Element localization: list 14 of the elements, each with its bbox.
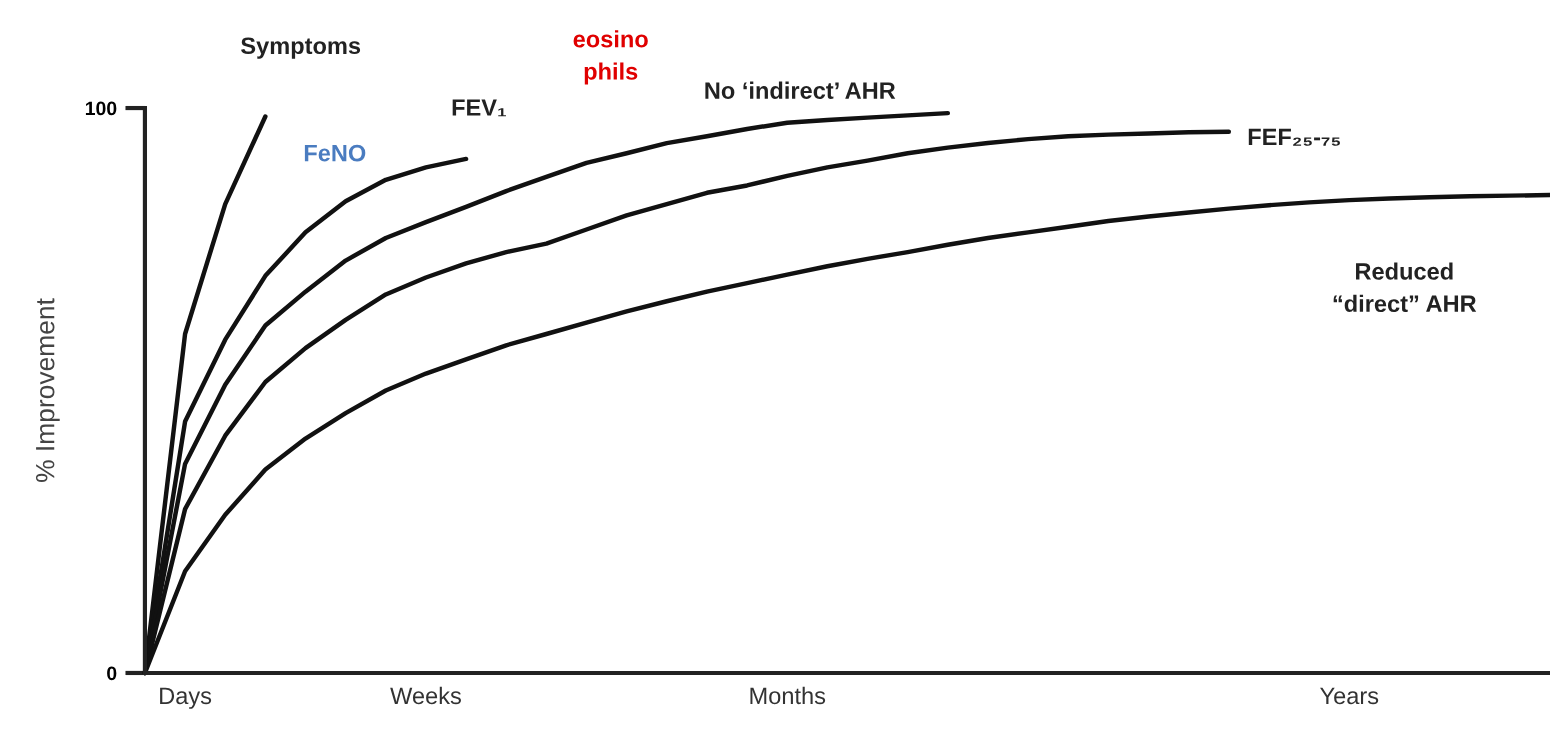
x-tick-label: Days: [160, 687, 212, 709]
x-tick-label: Weeks: [390, 686, 461, 705]
annotation: FEV₁: [452, 99, 506, 117]
annotation: FEF₂₅-₇₅: [1248, 128, 1340, 146]
annotation: FeNO: [304, 144, 366, 162]
text: eosino phils: [573, 30, 648, 85]
y-axis-title: % Improvement: [35, 298, 60, 482]
annotation: Reduced “direct” AHR: [1333, 262, 1477, 313]
x-tick-label: Years: [1320, 687, 1379, 705]
text: Symptoms: [241, 37, 361, 59]
text: No ‘indirect’ AHR: [705, 81, 896, 99]
y-tick-label: 0: [107, 666, 117, 681]
x-tick-label: Months: [750, 686, 826, 705]
y-tick-label: 100: [85, 101, 117, 116]
